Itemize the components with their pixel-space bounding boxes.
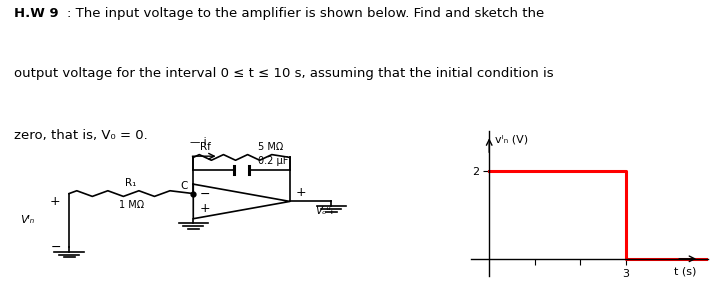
Text: 0.2 μF: 0.2 μF bbox=[257, 156, 288, 166]
Text: output voltage for the interval 0 ≤ t ≤ 10 s, assuming that the initial conditio: output voltage for the interval 0 ≤ t ≤ … bbox=[14, 67, 554, 80]
Text: t (s): t (s) bbox=[674, 267, 697, 277]
Text: zero, that is, V₀ = 0.: zero, that is, V₀ = 0. bbox=[14, 129, 148, 141]
Text: 5 MΩ: 5 MΩ bbox=[257, 142, 283, 152]
Text: −: − bbox=[50, 241, 60, 254]
Text: Vᴵₙ: Vᴵₙ bbox=[20, 215, 35, 225]
Text: : The input voltage to the amplifier is shown below. Find and sketch the: : The input voltage to the amplifier is … bbox=[67, 7, 544, 20]
Text: Rf: Rf bbox=[200, 142, 211, 152]
Text: R₁: R₁ bbox=[125, 178, 137, 188]
Text: +: + bbox=[50, 195, 60, 208]
Text: H.W 9: H.W 9 bbox=[14, 7, 59, 20]
Text: +: + bbox=[296, 186, 306, 198]
Text: Vₒᵘₜ: Vₒᵘₜ bbox=[315, 206, 334, 216]
Text: +: + bbox=[199, 202, 210, 214]
Text: — i: — i bbox=[190, 137, 206, 147]
Text: 1 MΩ: 1 MΩ bbox=[119, 200, 144, 210]
Text: vᴵₙ (V): vᴵₙ (V) bbox=[495, 134, 528, 144]
Text: C: C bbox=[180, 181, 188, 191]
Text: −: − bbox=[199, 188, 210, 201]
